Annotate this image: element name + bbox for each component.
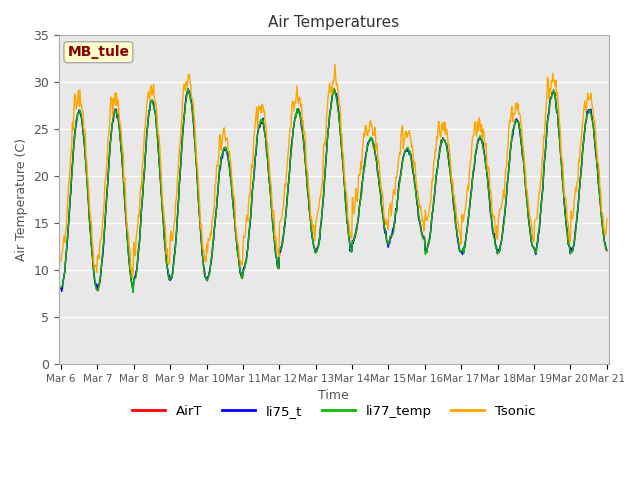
AirT	[418, 230, 426, 236]
AirT	[402, 147, 410, 153]
li77_temp	[209, 243, 216, 249]
AirT	[179, 124, 187, 130]
Tsonic	[57, 258, 65, 264]
AirT	[94, 288, 102, 294]
Tsonic	[179, 89, 187, 95]
AirT	[603, 248, 611, 254]
Line: AirT: AirT	[61, 90, 607, 291]
AirT	[209, 243, 216, 249]
Tsonic	[67, 152, 75, 157]
Title: Air Temperatures: Air Temperatures	[268, 15, 399, 30]
Tsonic	[402, 130, 410, 136]
li75_t	[67, 190, 75, 196]
Line: li75_t: li75_t	[61, 91, 607, 292]
Tsonic	[418, 210, 426, 216]
Tsonic	[129, 275, 136, 281]
Line: Tsonic: Tsonic	[61, 64, 607, 278]
AirT	[67, 188, 75, 193]
X-axis label: Time: Time	[319, 389, 349, 402]
Tsonic	[123, 223, 131, 229]
li77_temp	[129, 289, 137, 295]
Y-axis label: Air Temperature (C): Air Temperature (C)	[15, 138, 28, 261]
li77_temp	[603, 247, 611, 253]
li75_t	[179, 126, 187, 132]
Text: MB_tule: MB_tule	[67, 45, 129, 59]
Tsonic	[603, 216, 611, 222]
Legend: AirT, li75_t, li77_temp, Tsonic: AirT, li75_t, li77_temp, Tsonic	[127, 400, 541, 423]
li75_t	[603, 247, 611, 252]
li77_temp	[179, 123, 187, 129]
Tsonic	[208, 216, 216, 222]
li77_temp	[418, 230, 426, 236]
li77_temp	[402, 147, 410, 153]
li75_t	[418, 229, 426, 235]
AirT	[124, 242, 132, 248]
li77_temp	[57, 285, 65, 290]
li75_t	[129, 289, 137, 295]
li75_t	[57, 285, 65, 291]
li75_t	[185, 88, 193, 94]
AirT	[184, 87, 191, 93]
li75_t	[123, 231, 131, 237]
AirT	[57, 285, 65, 291]
li77_temp	[67, 184, 75, 190]
li77_temp	[123, 228, 131, 234]
li75_t	[209, 241, 216, 247]
li77_temp	[184, 85, 191, 91]
li75_t	[402, 149, 410, 155]
Line: li77_temp: li77_temp	[61, 88, 607, 292]
Tsonic	[331, 61, 339, 67]
